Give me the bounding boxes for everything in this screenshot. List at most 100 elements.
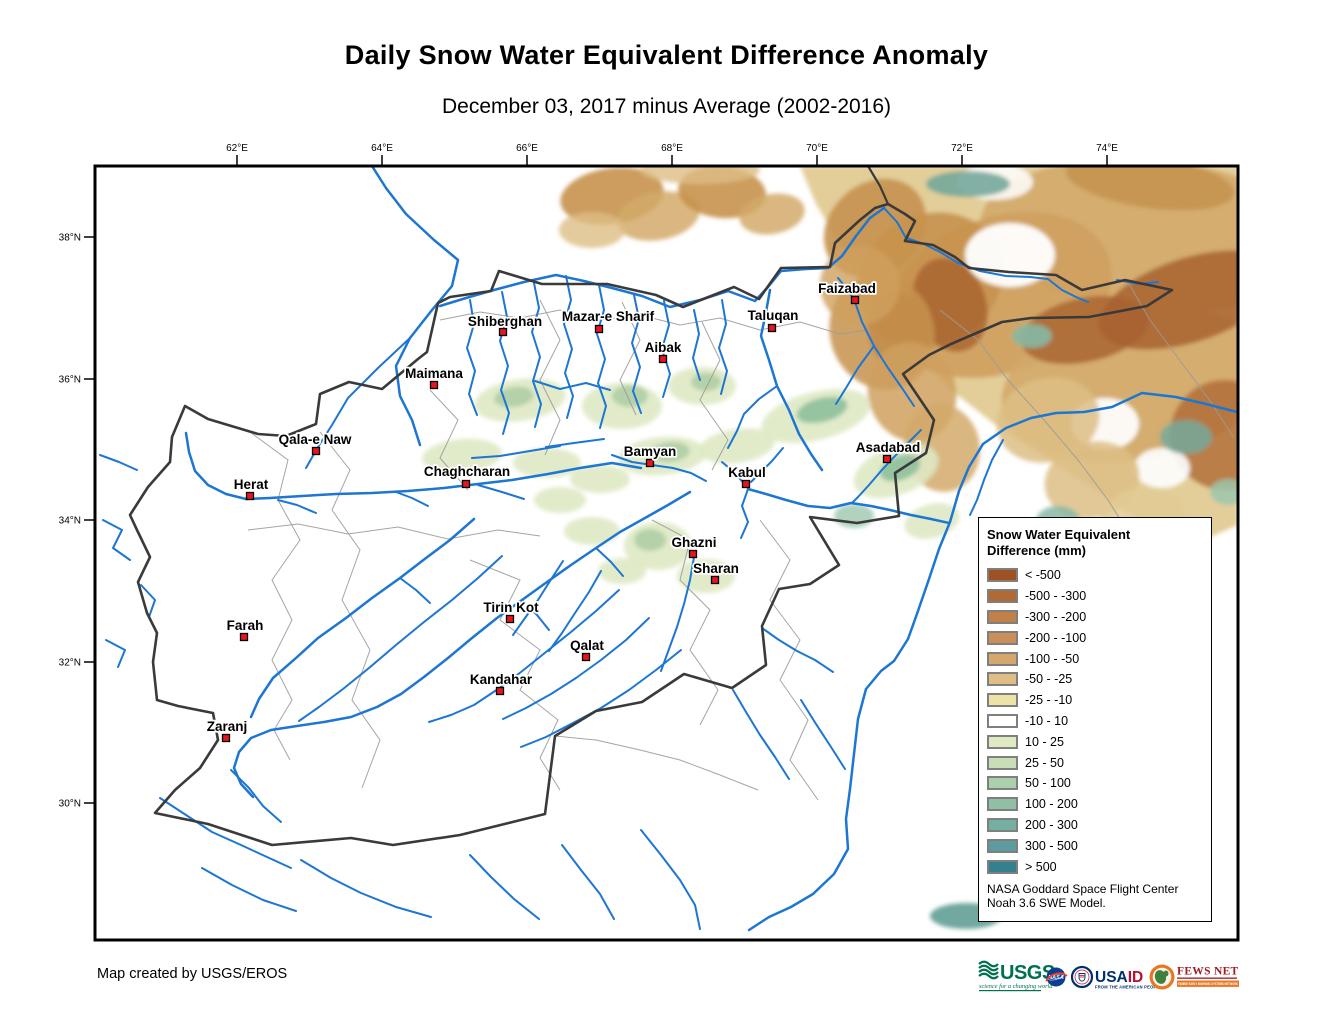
city-sharan: Sharan [691,559,741,585]
city-label: Sharan [693,561,739,576]
legend-box: Snow Water Equivalent Difference (mm) < … [978,517,1212,922]
usaid-tagline: FROM THE AMERICAN PEOPLE [1095,985,1162,990]
city-label: Shiberghan [468,314,542,329]
rivers-layer [99,166,1238,932]
map-layers [99,166,1238,932]
usgs-rule [979,990,1041,992]
logo-strip: USGS science for a changing world NASA U… [978,960,1239,992]
tick-label-top: 66°E [516,143,538,154]
city-label: Herat [234,477,269,492]
city-label: Qalat [570,638,604,653]
city-marker [429,380,439,390]
city-label: Faizabad [818,281,876,296]
legend-entry: 100 - 200 [987,794,1203,815]
legend-swatch [987,568,1018,583]
city-mazar-e-sharif: Mazar-e Sharif [560,307,656,334]
legend-title-line2: Difference (mm) [987,543,1086,558]
tick-label-top: 74°E [1096,143,1118,154]
legend-entry: 25 - 50 [987,752,1203,773]
legend-swatch [987,838,1018,853]
city-marker [882,454,892,464]
city-marker [767,323,777,333]
legend-swatch [987,693,1018,708]
city-marker [710,575,720,585]
cities-layer: Faizabad Taluqan Mazar-e Sharif Shiberghan A… [205,279,922,743]
legend-swatch [987,755,1018,770]
usaid-wordmark: USAID [1095,969,1143,986]
legend-note-line2: Noah 3.6 SWE Model. [987,896,1106,911]
legend-entry: 10 - 25 [987,731,1203,752]
legend-entry-label: -10 - 10 [1025,713,1069,728]
terrain-layer [422,166,1238,929]
nasa-logo: NASA [1045,967,1068,987]
nasa-swoosh-icon [1045,972,1068,982]
city-tirin-kot: Tirin Kot [482,598,541,624]
city-label: Ghazni [671,535,716,550]
legend-entry-label: -50 - -25 [1025,672,1073,687]
city-marker [850,295,860,305]
legend-swatch [987,672,1018,687]
city-marker [311,446,321,456]
legend-swatch [987,651,1018,666]
legend-swatch [987,630,1018,645]
usgs-waves-icon [978,960,999,980]
city-farah: Farah [225,616,265,642]
city-label: Taluqan [748,308,799,323]
legend-rows: < -500 -500 - -300 -300 - -200 -200 - -100 -… [987,565,1203,877]
legend-note-line1: NASA Goddard Space Flight Center [987,881,1179,896]
city-label: Kabul [728,465,766,480]
fewsnet-tagline: FAMINE EARLY WARNING SYSTEMS NETWORK [1178,982,1238,986]
legend-entry-label: 10 - 25 [1025,734,1064,749]
legend-entry-label: 50 - 100 [1025,776,1071,791]
tick-label-left: 32°N [59,658,81,669]
city-chaghcharan: Chaghcharan [422,462,512,489]
legend-entry: -10 - 10 [987,711,1203,732]
city-asadabad: Asadabad [854,438,922,464]
legend-entry-label: 300 - 500 [1025,838,1078,853]
legend-entry: 50 - 100 [987,773,1203,794]
tick-label-left: 30°N [59,799,81,810]
legend-swatch [987,609,1018,624]
legend-entry-label: < -500 [1025,568,1061,583]
city-marker [495,686,505,696]
usgs-tagline: science for a changing world [979,983,1053,990]
city-label: Aibak [645,340,682,355]
city-marker [498,327,508,337]
map-title: Daily Snow Water Equivalent Difference A… [344,40,989,70]
legend-entry-label: -100 - -50 [1025,651,1080,666]
legend-swatch [987,817,1018,832]
usaid-logo: USAID FROM THE AMERICAN PEOPLE [1070,965,1162,990]
map-subtitle: December 03, 2017 minus Average (2002-20… [441,95,892,118]
legend-note: NASA Goddard Space Flight Center Noah 3.… [987,882,1203,911]
legend-swatch [987,713,1018,728]
city-marker [221,733,231,743]
legend-entry: 200 - 300 [987,815,1203,836]
city-aibak: Aibak [643,338,684,364]
city-label: Kandahar [470,672,533,687]
fewsnet-wordmark: FEWS NET [1177,966,1239,978]
city-taluqan: Taluqan [746,306,800,333]
city-marker [245,491,255,501]
legend-title-line1: Snow Water Equivalent [987,527,1131,542]
fewsnet-globe-land-icon [1154,970,1167,984]
tick-label-left: 38°N [59,233,81,244]
afghanistan-border [128,202,1174,847]
fewsnet-logo: FEWS NET FAMINE EARLY WARNING SYSTEMS NE… [1149,964,1239,990]
neighbor-border [867,166,890,205]
legend-entry-label: 100 - 200 [1025,797,1078,812]
city-marker [505,614,515,624]
axis-layer: 62°E 64°E 66°E 68°E 70°E 72°E 74°E 38°N 36°N 34°N… [59,143,1119,810]
city-label: Asadabad [856,440,921,455]
legend-entry-label: 25 - 50 [1025,755,1064,770]
city-marker [581,652,591,662]
city-zaranj: Zaranj [205,717,249,743]
city-marker [741,479,751,489]
legend-entry: -500 - -300 [987,586,1203,607]
usgs-wordmark: USGS [1000,962,1055,984]
fewsnet-rule [1177,977,1237,979]
city-label: Bamyan [624,444,677,459]
tick-label-left: 36°N [59,375,81,386]
city-marker [461,479,471,489]
tick-label-top: 70°E [806,143,828,154]
